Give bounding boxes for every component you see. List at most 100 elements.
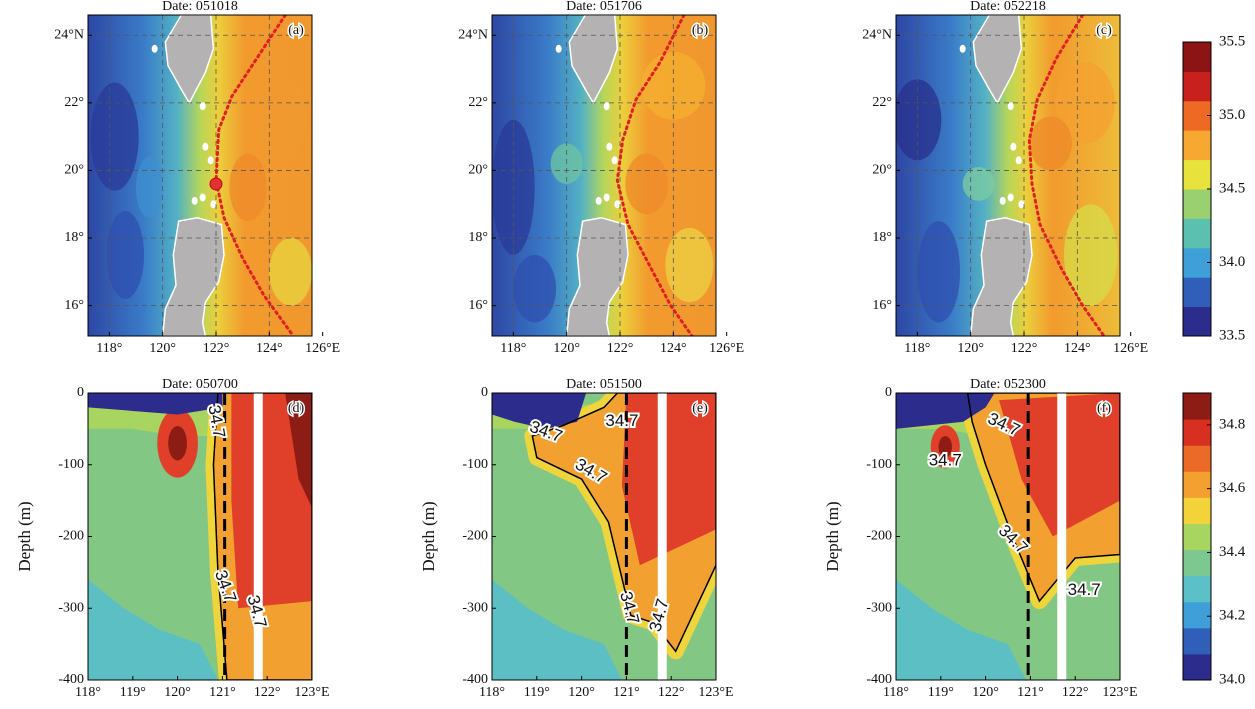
axes-frame [491, 14, 717, 337]
x-tick-label: 120° [164, 685, 191, 700]
colorbar-tick-label: 34.6 [1219, 480, 1246, 496]
x-tick-label: 119° [928, 685, 954, 700]
salinity-layer [896, 579, 1026, 680]
colorbar-segment [1183, 218, 1211, 249]
y-axis-label: Depth (m) [15, 501, 34, 571]
panel-title: Date: 051500 [566, 377, 642, 392]
island [210, 200, 217, 209]
y-axis-label: Depth (m) [823, 501, 842, 571]
x-tick-label: 118° [479, 685, 505, 700]
island [603, 102, 610, 111]
salinity-layer [88, 579, 218, 680]
y-tick-label: -200 [866, 529, 892, 544]
x-tick-label: 123°E [1102, 685, 1137, 700]
island [1007, 193, 1014, 202]
x-tick-label: 122° [1062, 685, 1089, 700]
y-tick-label: 24°N [54, 27, 84, 42]
y-tick-label: 18° [468, 230, 488, 245]
colorbar-frame [1182, 392, 1212, 681]
kuroshio-path [214, 15, 295, 336]
island [959, 44, 966, 53]
panel-title: Date: 052300 [970, 377, 1046, 392]
colorbar-segment [1183, 471, 1211, 498]
x-tick-label: 121° [1017, 685, 1044, 700]
y-axis-label: Depth (m) [419, 501, 438, 571]
y-tick-label: 16° [468, 298, 488, 313]
colorbar-segment [1183, 523, 1211, 551]
x-tick-label: 118° [883, 685, 909, 700]
island [603, 193, 610, 202]
island [199, 102, 206, 111]
panel-title: Date: 052218 [970, 0, 1046, 14]
colorbar-segment [1183, 247, 1211, 278]
island [595, 196, 602, 205]
y-tick-label: 20° [468, 163, 488, 178]
panel-label: (d) [288, 401, 305, 416]
colorbar-tick-label: 34.0 [1219, 254, 1245, 270]
x-tick-label: 120° [972, 685, 999, 700]
salinity-feature [896, 79, 942, 161]
salinity-feature [258, 79, 307, 161]
x-tick-label: 122° [607, 341, 634, 356]
plot-area [492, 393, 716, 680]
colorbar-segment [1183, 159, 1211, 190]
salinity-feature [665, 227, 714, 303]
x-tick-label: 124° [660, 341, 687, 356]
y-tick-label: 20° [872, 163, 892, 178]
x-tick-label: 124° [256, 341, 283, 356]
island [191, 196, 198, 205]
colorbar-segment [1183, 601, 1211, 629]
x-tick-label: 123°E [698, 685, 733, 700]
panel-label: (e) [692, 401, 708, 416]
x-tick-label: 118° [96, 341, 122, 356]
x-tick-label: 119° [524, 685, 550, 700]
land [565, 216, 629, 336]
contour-label: 34.7 [929, 451, 962, 470]
x-tick-label: 118° [75, 685, 101, 700]
colorbar-segment [1183, 189, 1211, 219]
y-tick-label: 0 [885, 385, 892, 400]
salinity-layer [896, 393, 995, 429]
y-tick-label: -200 [462, 529, 488, 544]
salinity-layer [938, 436, 953, 458]
x-tick-label: 118° [500, 341, 526, 356]
plot-area [492, 15, 716, 336]
y-tick-label: 20° [64, 163, 84, 178]
island [614, 200, 621, 209]
x-tick-label: 126°E [1113, 341, 1148, 356]
colorbar-tick-label: 35.0 [1219, 107, 1245, 123]
y-tick-label: -300 [462, 600, 488, 615]
y-tick-label: 24°N [862, 27, 892, 42]
salinity-feature [625, 153, 669, 215]
island [1010, 142, 1017, 151]
panel-label: (f) [1097, 401, 1111, 416]
colorbar-segment [1183, 393, 1211, 420]
x-tick-label: 121° [209, 685, 236, 700]
island [207, 156, 214, 165]
x-tick-label: 122° [203, 341, 230, 356]
x-tick-label: 119° [120, 685, 146, 700]
colorbar-segment [1183, 549, 1211, 577]
y-tick-label: 24°N [458, 27, 488, 42]
y-tick-label: -100 [58, 457, 84, 472]
plot-area [896, 393, 1120, 680]
y-tick-label: 22° [64, 95, 84, 110]
island [199, 193, 206, 202]
contour-line [212, 393, 312, 680]
y-tick-label: 0 [481, 385, 488, 400]
salinity-layer [492, 393, 587, 429]
island [1018, 200, 1025, 209]
axes-frame [87, 14, 313, 337]
land [161, 216, 225, 336]
x-tick-label: 124° [1064, 341, 1091, 356]
panel-label: (c) [1096, 23, 1112, 38]
panel-title: Date: 050700 [162, 377, 238, 392]
x-tick-label: 120° [149, 341, 176, 356]
panel-label: (b) [692, 23, 709, 38]
axes-frame [895, 14, 1121, 337]
colorbar-segment [1183, 419, 1211, 446]
colorbar-segment [1183, 445, 1211, 472]
x-tick-label: 120° [957, 341, 984, 356]
panel-title: Date: 051706 [566, 0, 642, 14]
salinity-feature [229, 153, 267, 222]
